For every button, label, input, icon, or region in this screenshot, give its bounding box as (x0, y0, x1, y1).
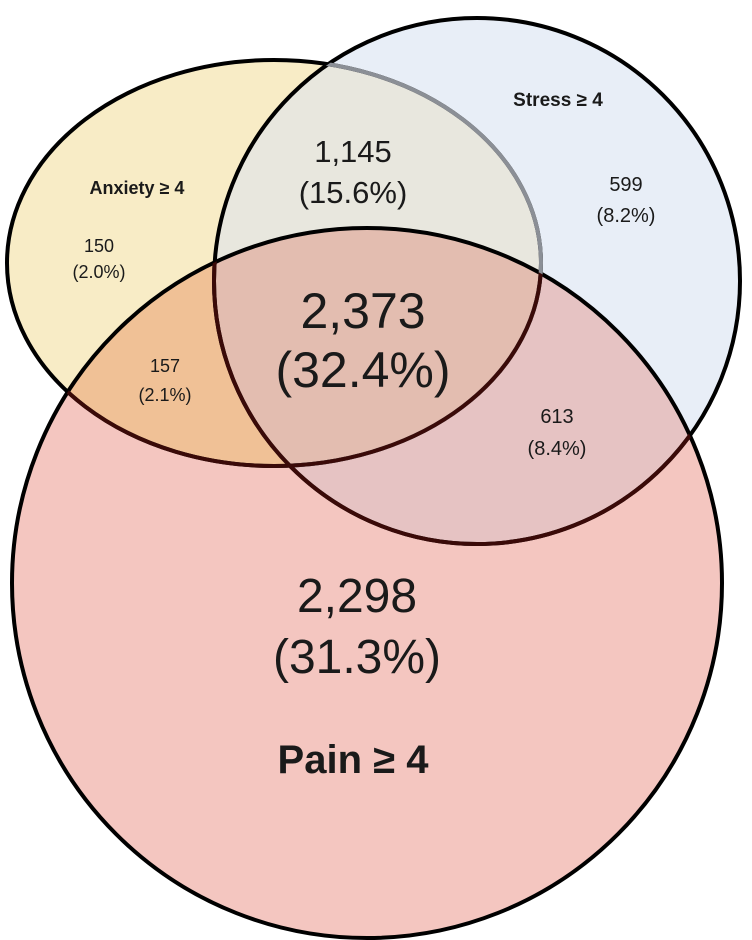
anxiety-stress-count: 1,145 (314, 134, 392, 169)
anxiety-pain-count: 157 (150, 356, 180, 376)
anxiety-pain-pct: (2.1%) (138, 385, 191, 405)
stress-only-pct: (8.2%) (597, 205, 656, 227)
stress-pain-pct: (8.4%) (528, 438, 587, 460)
pain-set-outline (10, 226, 724, 940)
stress-set-label: Stress ≥ 4 (513, 90, 603, 111)
all-three-pct: (32.4%) (275, 342, 450, 398)
pain-only-pct: (31.3%) (273, 631, 441, 684)
anxiety-stress-pct: (15.6%) (299, 175, 408, 210)
anxiety-pain-overlap (12, 228, 541, 466)
stress-outline-inside-pain (212, 228, 722, 546)
anxiety-only-count: 150 (84, 236, 114, 256)
pain-set-label: Pain ≥ 4 (278, 738, 430, 782)
anxiety-set-label: Anxiety ≥ 4 (90, 178, 185, 198)
pain-only-count: 2,298 (297, 570, 417, 623)
anxiety-only-pct: (2.0%) (72, 262, 125, 282)
stress-pain-overlap (214, 228, 722, 544)
stress-pain-count: 613 (540, 406, 573, 428)
all-three-count: 2,373 (300, 283, 425, 339)
stress-only-count: 599 (609, 174, 642, 196)
